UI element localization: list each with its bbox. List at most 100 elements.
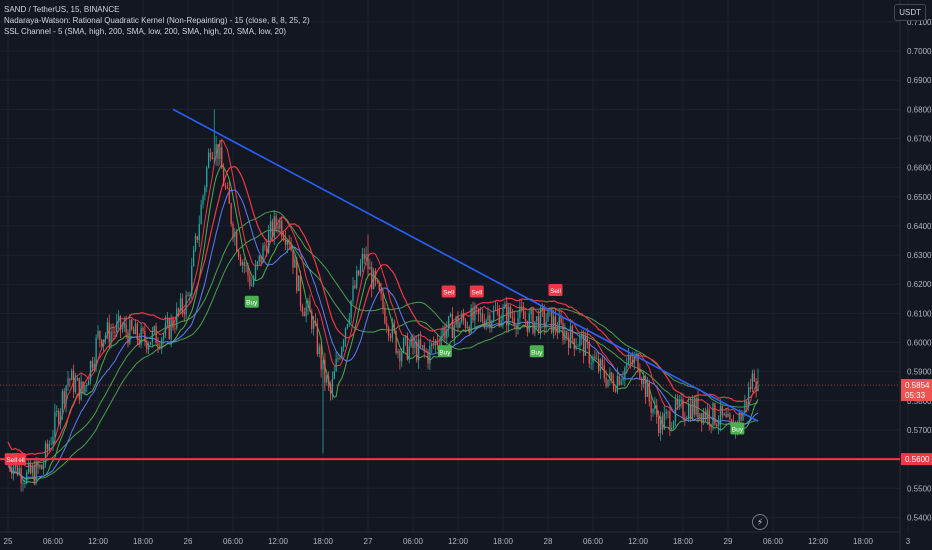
candle-body bbox=[749, 387, 752, 389]
candle-body bbox=[249, 275, 251, 286]
time-tick-label: 12:00 bbox=[88, 537, 109, 546]
candle bbox=[689, 397, 692, 422]
candle-body bbox=[708, 409, 710, 425]
candle bbox=[52, 429, 54, 452]
signal-label: Sell bbox=[443, 290, 454, 297]
candle-body bbox=[494, 309, 497, 311]
candle-body bbox=[204, 187, 206, 196]
candle bbox=[95, 334, 97, 372]
signal-box bbox=[4, 453, 19, 466]
candle-body bbox=[496, 309, 499, 311]
candle-body bbox=[701, 413, 703, 424]
buy-signal[interactable]: Buy bbox=[730, 422, 745, 435]
candle bbox=[502, 304, 504, 329]
buy-signal[interactable]: Buy bbox=[244, 295, 259, 308]
sell-signal[interactable]: Sell bbox=[469, 285, 484, 298]
candle bbox=[316, 318, 319, 357]
candle-body bbox=[665, 411, 667, 414]
candle-body bbox=[562, 323, 564, 341]
price-tick-label: 0.6300 bbox=[907, 251, 932, 260]
candle bbox=[543, 304, 545, 336]
currency-button[interactable]: USDT bbox=[894, 4, 926, 21]
candle-body bbox=[333, 371, 335, 379]
time-axis[interactable]: 25 06:00 12:00 18:00 26 06:00 12:00 18:00 27 06:0… bbox=[0, 531, 911, 546]
candle-body bbox=[187, 295, 189, 297]
time-tick-label: 06:00 bbox=[43, 537, 64, 546]
candle bbox=[74, 372, 77, 395]
trendline[interactable] bbox=[172, 108, 759, 422]
candle-body bbox=[472, 307, 474, 321]
sell-signal[interactable]: Sell bbox=[4, 453, 19, 466]
lightning-icon[interactable]: ⚡ bbox=[752, 514, 768, 530]
candle bbox=[170, 314, 172, 348]
candle-body bbox=[747, 387, 750, 406]
candle bbox=[284, 231, 287, 251]
candle-body bbox=[541, 308, 544, 310]
candle-body bbox=[219, 147, 221, 159]
candle bbox=[303, 307, 305, 317]
candle bbox=[286, 239, 289, 254]
candle-body bbox=[481, 313, 484, 322]
candle bbox=[251, 277, 253, 287]
candle-body bbox=[627, 356, 630, 364]
candle bbox=[444, 323, 446, 342]
candle bbox=[391, 317, 394, 343]
candle bbox=[162, 332, 165, 345]
candle-body bbox=[335, 359, 337, 372]
ssl-slow-low-line bbox=[7, 229, 759, 480]
candle bbox=[376, 279, 379, 284]
candle bbox=[719, 398, 722, 432]
candle-body bbox=[57, 410, 60, 424]
candle bbox=[481, 308, 484, 324]
candle bbox=[588, 339, 590, 369]
time-tick-label: 12:00 bbox=[268, 537, 289, 546]
candle bbox=[211, 151, 214, 160]
signal-label: Buy bbox=[732, 427, 744, 434]
candle bbox=[687, 396, 690, 423]
candle-body bbox=[65, 385, 67, 404]
candle-body bbox=[566, 331, 568, 338]
candle bbox=[57, 408, 60, 427]
candle-body bbox=[194, 236, 197, 250]
symbol-title[interactable]: SAND / TetherUS, 15, BINANCE bbox=[4, 5, 120, 14]
signal-label: Buy bbox=[439, 349, 451, 356]
nadaraya-upper-line bbox=[7, 166, 759, 456]
indicator-ssl-label[interactable]: SSL Channel - 5 (SMA, high, 200, SMA, lo… bbox=[4, 27, 287, 36]
candle-body bbox=[751, 373, 754, 389]
signal-label: Sell bbox=[550, 288, 561, 295]
candle-body bbox=[582, 334, 585, 356]
candle bbox=[369, 258, 371, 270]
candle bbox=[393, 319, 395, 334]
candle-body bbox=[515, 325, 517, 330]
signal-box bbox=[469, 285, 484, 298]
candle-body bbox=[468, 327, 470, 333]
candle-body bbox=[69, 378, 71, 381]
candle-body bbox=[521, 306, 523, 311]
candle-body bbox=[498, 310, 500, 327]
sell-signal[interactable]: Sell bbox=[548, 284, 563, 297]
sell-signal[interactable]: Sell bbox=[441, 285, 456, 298]
candle-body bbox=[264, 245, 266, 247]
candle bbox=[701, 412, 703, 432]
buy-signal[interactable]: Buy bbox=[437, 345, 452, 358]
candle-body bbox=[176, 308, 178, 329]
candle bbox=[275, 212, 277, 233]
candle bbox=[48, 440, 50, 452]
candle-body bbox=[547, 310, 549, 322]
candle bbox=[717, 415, 720, 435]
price-axis[interactable]: 0.7100 0.7000 0.6900 0.6800 0.6700 0.6600 0.65… bbox=[899, 0, 932, 550]
candle-body bbox=[641, 378, 643, 384]
candle bbox=[179, 293, 182, 315]
candle bbox=[429, 339, 431, 371]
candle bbox=[266, 239, 268, 257]
candle bbox=[290, 237, 292, 252]
candle bbox=[682, 393, 684, 420]
candle bbox=[252, 275, 255, 288]
candle-body bbox=[592, 356, 594, 364]
buy-signal[interactable]: Buy bbox=[529, 345, 544, 358]
candle bbox=[76, 376, 79, 381]
candle bbox=[494, 301, 497, 311]
indicator-nadaraya-label[interactable]: Nadaraya-Watson: Rational Quadratic Kern… bbox=[4, 16, 310, 25]
candle bbox=[207, 148, 210, 169]
